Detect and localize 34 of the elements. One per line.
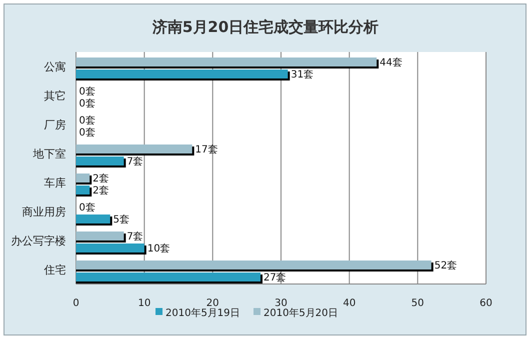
x-tick-label: 20	[206, 298, 220, 309]
y-tick-label: 住宅	[44, 264, 66, 276]
y-tick-label: 地下室	[32, 148, 66, 160]
data-label: 2套	[92, 172, 110, 184]
y-tick-label: 厂房	[44, 118, 66, 132]
y-tick-label: 办公写字楼	[11, 234, 66, 248]
data-label: 31套	[290, 68, 314, 80]
data-label: 44套	[380, 56, 402, 68]
data-label: 7套	[126, 230, 144, 242]
x-tick-label: 50	[411, 298, 424, 309]
data-label: 7套	[126, 156, 144, 168]
data-label: 0套	[79, 114, 96, 126]
data-label: 0套	[79, 126, 96, 138]
y-tick-label: 车库	[44, 176, 66, 190]
data-label: 10套	[147, 242, 170, 254]
data-label: 17套	[195, 144, 218, 156]
data-label: 52套	[434, 260, 458, 272]
y-tick-label: 公寓	[44, 60, 66, 74]
legend-label: 2010年5月20日	[264, 307, 338, 319]
y-tick-label: 商业用房	[22, 206, 66, 218]
data-label: 5套	[113, 214, 130, 226]
x-tick-label: 0	[72, 298, 80, 309]
data-label: 0套	[79, 98, 96, 110]
x-tick-label: 10	[138, 298, 151, 309]
chart-title: 济南5月20日住宅成交量环比分析	[151, 18, 379, 36]
data-label: 2套	[92, 184, 110, 196]
data-label: 0套	[79, 202, 96, 214]
x-tick-label: 60	[480, 298, 492, 309]
y-tick-label: 其它	[44, 90, 66, 102]
legend-label: 2010年5月19日	[166, 307, 240, 319]
data-label: 0套	[79, 86, 96, 98]
x-tick-label: 30	[274, 298, 288, 309]
data-label: 27套	[264, 272, 286, 284]
x-tick-label: 40	[342, 298, 356, 309]
